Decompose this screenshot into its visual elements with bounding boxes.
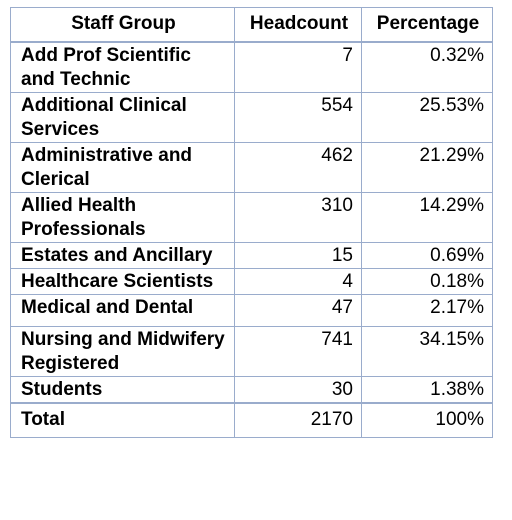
percentage-cell: 25.53% <box>361 92 493 143</box>
headcount-cell: 554 <box>234 92 362 143</box>
total-row: Total 2170 100% <box>10 402 493 438</box>
staff-group-cell: Administrative and Clerical <box>10 142 235 193</box>
staff-group-cell: Additional Clinical Services <box>10 92 235 143</box>
percentage-cell: 14.29% <box>361 192 493 243</box>
percentage-cell: 0.18% <box>361 268 493 295</box>
table-row: Estates and Ancillary 15 0.69% <box>10 242 493 269</box>
staff-group-cell: Healthcare Scientists <box>10 268 235 295</box>
column-header-headcount: Headcount <box>234 7 362 43</box>
table-row: Add Prof Scientific and Technic 7 0.32% <box>10 41 493 93</box>
table-header: Staff Group Headcount Percentage <box>10 7 493 43</box>
staff-group-cell: Allied Health Professionals <box>10 192 235 243</box>
staff-group-cell: Estates and Ancillary <box>10 242 235 269</box>
total-percentage: 100% <box>361 402 493 438</box>
header-row: Staff Group Headcount Percentage <box>10 7 493 43</box>
headcount-cell: 741 <box>234 326 362 377</box>
table-row: Nursing and Midwifery Registered 741 34.… <box>10 326 493 377</box>
table-row: Students 30 1.38% <box>10 376 493 404</box>
percentage-cell: 34.15% <box>361 326 493 377</box>
staff-group-cell: Medical and Dental <box>10 294 235 327</box>
total-headcount: 2170 <box>234 402 362 438</box>
percentage-cell: 0.69% <box>361 242 493 269</box>
headcount-cell: 47 <box>234 294 362 327</box>
headcount-cell: 462 <box>234 142 362 193</box>
table-row: Administrative and Clerical 462 21.29% <box>10 142 493 193</box>
table-row: Allied Health Professionals 310 14.29% <box>10 192 493 243</box>
staff-group-cell: Students <box>10 376 235 404</box>
table-row: Additional Clinical Services 554 25.53% <box>10 92 493 143</box>
column-header-staff-group: Staff Group <box>10 7 235 43</box>
percentage-cell: 2.17% <box>361 294 493 327</box>
total-label: Total <box>10 402 235 438</box>
headcount-cell: 15 <box>234 242 362 269</box>
staff-group-cell: Nursing and Midwifery Registered <box>10 326 235 377</box>
table-row: Medical and Dental 47 2.17% <box>10 294 493 327</box>
percentage-cell: 1.38% <box>361 376 493 404</box>
staff-group-table: Staff Group Headcount Percentage Add Pro… <box>10 7 493 438</box>
percentage-cell: 0.32% <box>361 41 493 93</box>
table-body: Add Prof Scientific and Technic 7 0.32% … <box>10 41 493 438</box>
headcount-cell: 4 <box>234 268 362 295</box>
staff-group-cell: Add Prof Scientific and Technic <box>10 41 235 93</box>
headcount-cell: 310 <box>234 192 362 243</box>
column-header-percentage: Percentage <box>361 7 493 43</box>
percentage-cell: 21.29% <box>361 142 493 193</box>
headcount-cell: 7 <box>234 41 362 93</box>
headcount-cell: 30 <box>234 376 362 404</box>
table-row: Healthcare Scientists 4 0.18% <box>10 268 493 295</box>
